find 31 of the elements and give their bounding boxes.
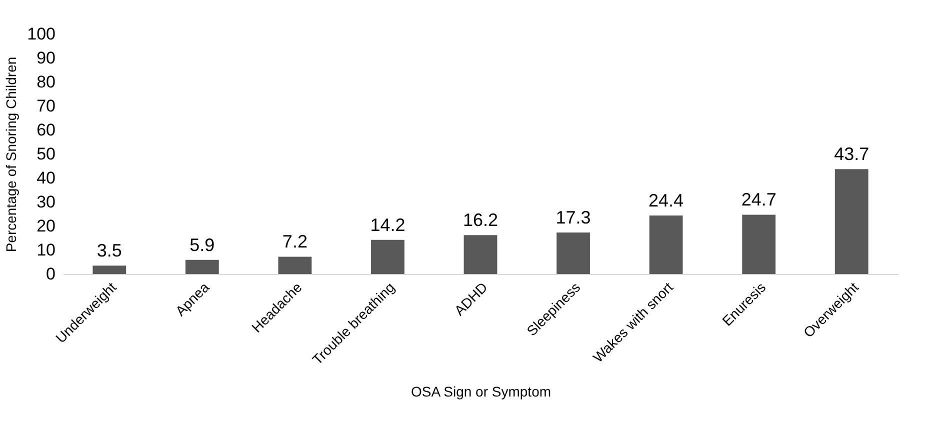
- bar: [185, 260, 219, 274]
- data-label: 5.9: [190, 234, 215, 255]
- y-tick-label: 70: [36, 96, 56, 116]
- y-tick-label: 40: [36, 168, 56, 188]
- data-label: 17.3: [556, 207, 591, 228]
- data-label: 3.5: [96, 240, 122, 261]
- x-axis-title: OSA Sign or Symptom: [410, 384, 552, 400]
- y-tick-label: 80: [36, 72, 56, 92]
- y-tick-label: 90: [36, 48, 56, 68]
- data-label: 14.2: [370, 214, 406, 235]
- bar: [92, 266, 126, 274]
- bar: [649, 215, 683, 274]
- data-label: 16.2: [462, 210, 498, 230]
- data-label: 24.4: [648, 190, 684, 210]
- bar: [371, 240, 404, 274]
- bar: [278, 256, 312, 274]
- y-tick-label: 30: [36, 192, 56, 212]
- y-tick-label: 0: [46, 264, 56, 284]
- y-axis-title: Percentage of Snoring Children: [3, 56, 20, 252]
- y-tick-label: 10: [36, 240, 56, 260]
- bar: [464, 235, 498, 274]
- data-label: 7.2: [282, 232, 308, 252]
- data-label: 43.7: [834, 144, 870, 164]
- bar: [834, 169, 868, 274]
- bar: [556, 232, 590, 274]
- y-tick-label: 100: [27, 24, 56, 44]
- bar: [742, 214, 776, 274]
- data-label: 24.7: [741, 190, 776, 210]
- y-tick-label: 20: [36, 216, 56, 236]
- y-tick-label: 50: [36, 144, 56, 164]
- y-tick-label: 60: [36, 120, 56, 140]
